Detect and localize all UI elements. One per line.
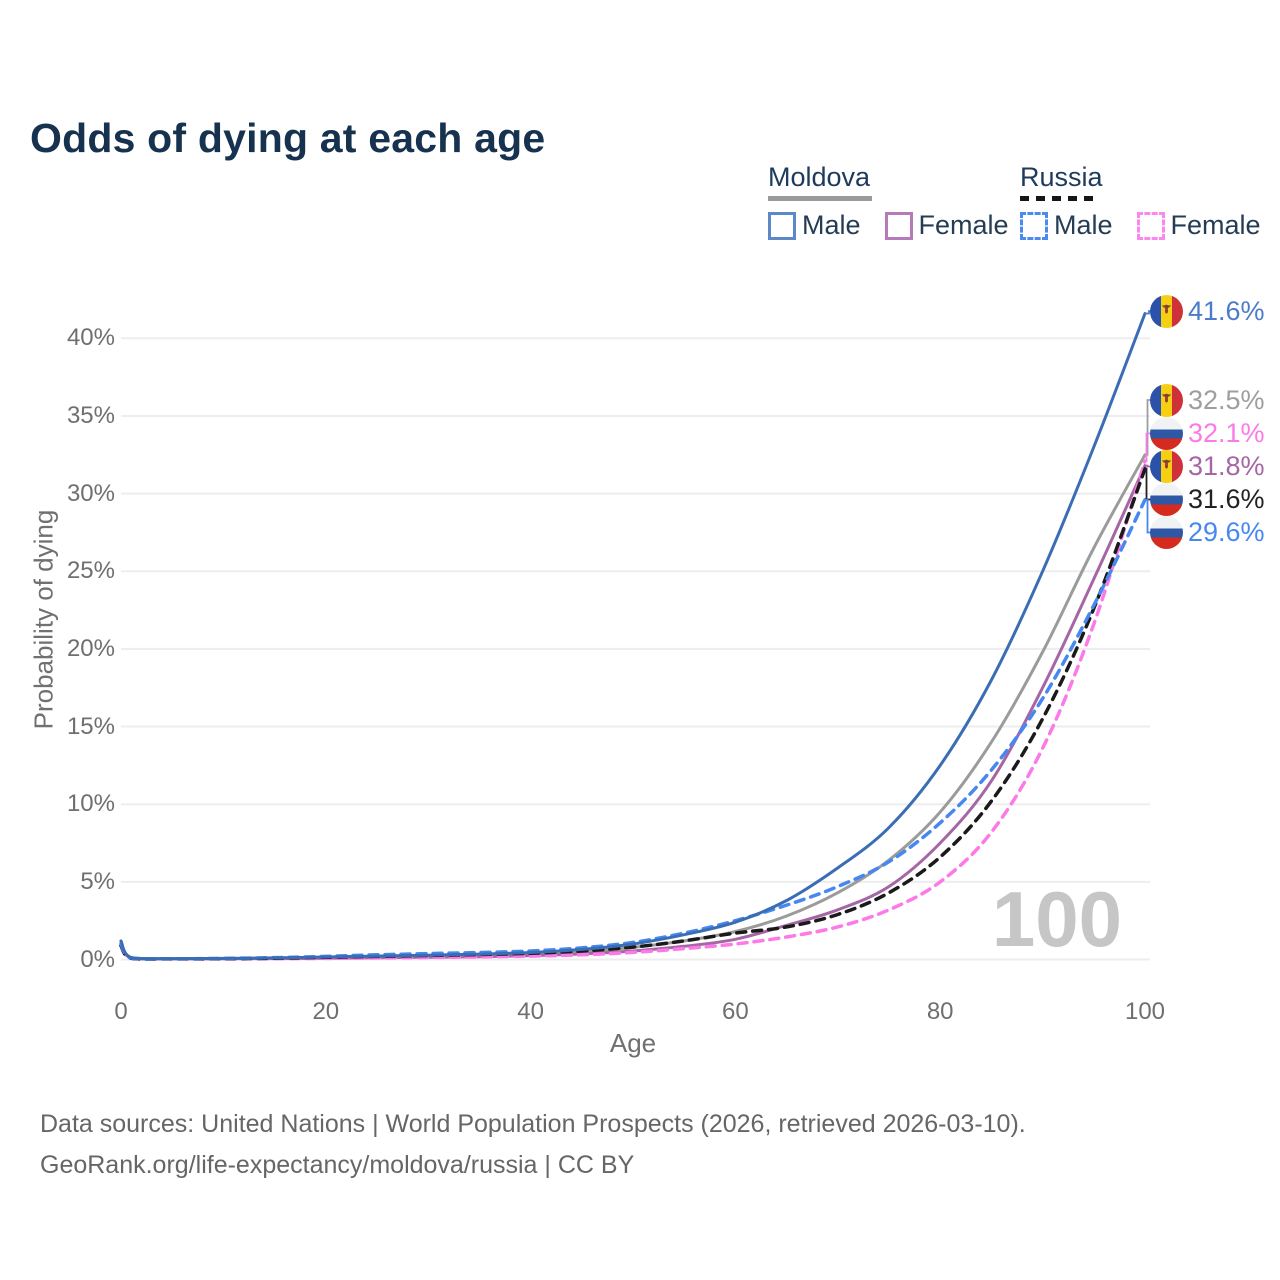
- end-label-value: 29.6%: [1188, 517, 1265, 547]
- x-tick-label: 100: [1124, 998, 1166, 1025]
- y-axis-title: Probability of dying: [28, 509, 59, 730]
- x-axis-title: Age: [609, 1028, 657, 1058]
- x-tick-label: 60: [722, 998, 749, 1025]
- russia-female-swatch-icon: [1136, 211, 1165, 240]
- moldova-male-swatch-icon: [768, 211, 796, 240]
- moldova-female-swatch-icon: [884, 211, 913, 240]
- legend-label: Female: [918, 210, 1009, 240]
- end-label-value: 32.1%: [1188, 418, 1265, 448]
- end-label-value: 32.5%: [1188, 384, 1265, 415]
- end-label-connector: [1145, 464, 1151, 468]
- moldova-flag-icon: [1150, 450, 1183, 483]
- moldova-flag-icon: [1150, 383, 1183, 417]
- moldova-flag-icon: [1150, 294, 1183, 328]
- legend-moldova-line-swatch: [768, 196, 872, 201]
- legend-group-moldova: Moldova Male Female: [768, 162, 1009, 241]
- legend-group-russia: Russia Male Female: [1020, 162, 1261, 241]
- legend-moldova-title: Moldova: [768, 162, 871, 192]
- russia-male-swatch-icon: [1020, 211, 1048, 240]
- legend-label: Male: [1054, 210, 1113, 240]
- russia-flag-icon: [1150, 483, 1183, 516]
- russia-flag-icon: [1150, 417, 1183, 450]
- y-tick-label: 35%: [66, 401, 115, 429]
- y-tick-label: 0%: [80, 945, 115, 973]
- end-label-connector: [1145, 467, 1151, 501]
- end-label-russia-female: 32.1%: [1150, 417, 1265, 451]
- chart-plot: [119, 310, 1151, 961]
- end-label-value: 31.6%: [1188, 484, 1265, 514]
- legend-russia-line-swatch: [1020, 196, 1098, 201]
- end-label-russia-male: 29.6%: [1150, 516, 1265, 550]
- legend-item-moldova-female[interactable]: Female: [884, 210, 1009, 241]
- x-tick-label: 40: [517, 998, 544, 1025]
- legend-russia-title: Russia: [1020, 162, 1103, 192]
- x-tick-label: 80: [926, 998, 954, 1025]
- source-note: Data sources: United Nations | World Pop…: [40, 1104, 1026, 1186]
- end-label-value: 41.6%: [1188, 295, 1265, 326]
- y-tick-label: 20%: [66, 634, 115, 662]
- legend-item-russia-female[interactable]: Female: [1136, 210, 1261, 241]
- end-label-russia-both-sexes: 31.6%: [1150, 483, 1265, 517]
- x-tick-label: 20: [312, 998, 340, 1025]
- end-label-connector: [1145, 498, 1151, 534]
- russia-flag-icon: [1150, 516, 1183, 549]
- legend-label: Male: [802, 210, 861, 240]
- y-tick-label: 15%: [66, 712, 115, 740]
- legend-item-russia-male[interactable]: Male: [1020, 210, 1113, 241]
- y-tick-label: 10%: [66, 790, 115, 818]
- page-title: Odds of dying at each age: [30, 115, 546, 162]
- end-label-connector: [1145, 432, 1151, 462]
- series-line-moldova-male: [119, 312, 1147, 961]
- source-line-2: GeoRank.org/life-expectancy/moldova/russ…: [40, 1151, 635, 1179]
- legend-item-moldova-male[interactable]: Male: [768, 210, 861, 241]
- end-label-moldova-male: 41.6%: [1150, 294, 1265, 328]
- x-tick-label: 0: [114, 998, 128, 1025]
- y-tick-label: 25%: [66, 557, 115, 585]
- end-label-moldova-female: 31.8%: [1150, 450, 1265, 484]
- legend-label: Female: [1170, 210, 1261, 240]
- end-label-moldova-both-sexes: 32.5%: [1150, 383, 1265, 417]
- watermark-age-100: 100: [991, 875, 1122, 963]
- end-label-value: 31.8%: [1188, 451, 1265, 481]
- source-line-1: Data sources: United Nations | World Pop…: [40, 1110, 1026, 1138]
- y-tick-label: 40%: [66, 324, 115, 352]
- y-tick-label: 5%: [80, 867, 115, 895]
- y-tick-label: 30%: [66, 479, 115, 507]
